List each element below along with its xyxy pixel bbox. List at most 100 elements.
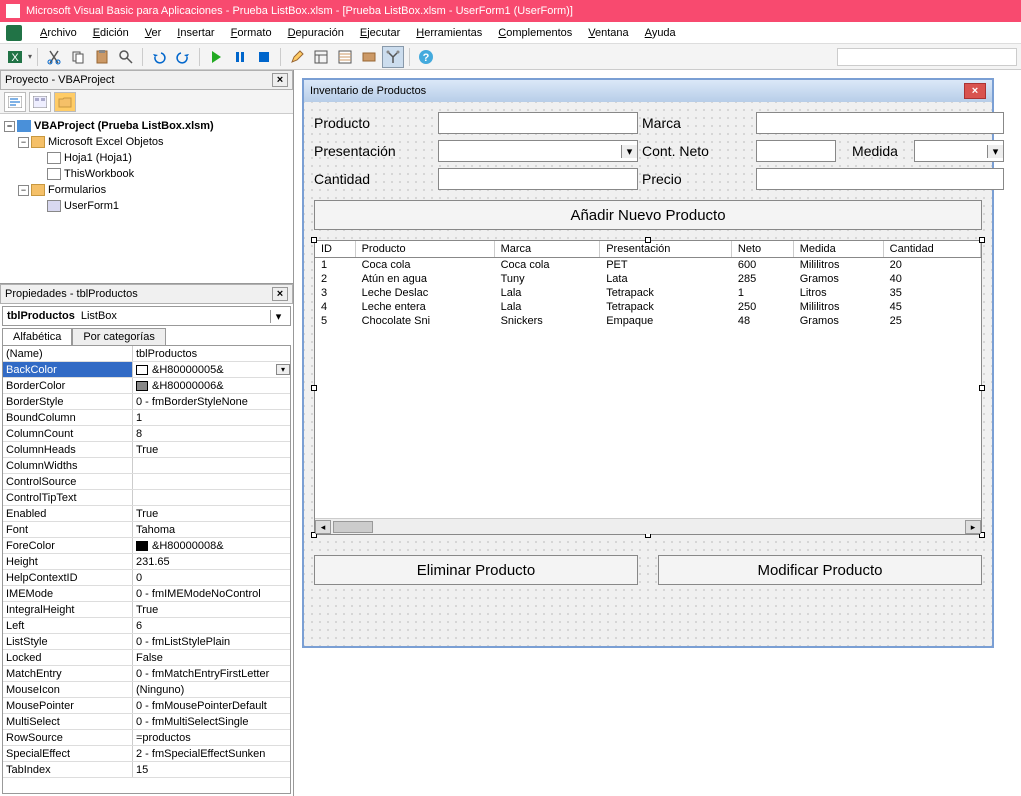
- userform-titlebar[interactable]: Inventario de Productos ×: [304, 80, 992, 102]
- dropdown-icon[interactable]: ▾: [28, 52, 32, 61]
- menu-ver[interactable]: Ver: [137, 25, 170, 41]
- prop-row-columnheads[interactable]: ColumnHeadsTrue: [3, 442, 290, 458]
- menu-formato[interactable]: Formato: [223, 25, 280, 41]
- form-designer[interactable]: Inventario de Productos × Producto Marca…: [294, 70, 1021, 796]
- combo-presentacion[interactable]: ▾: [438, 140, 638, 162]
- modify-product-button[interactable]: Modificar Producto: [658, 555, 982, 585]
- view-excel-button[interactable]: X: [4, 46, 26, 68]
- toggle-folders-button[interactable]: [54, 92, 76, 112]
- prop-row-enabled[interactable]: EnabledTrue: [3, 506, 290, 522]
- prop-row-locked[interactable]: LockedFalse: [3, 650, 290, 666]
- view-object-button[interactable]: [29, 92, 51, 112]
- view-code-button[interactable]: [4, 92, 26, 112]
- prop-row-helpcontextid[interactable]: HelpContextID0: [3, 570, 290, 586]
- menu-complementos[interactable]: Complementos: [490, 25, 580, 41]
- stop-button[interactable]: [253, 46, 275, 68]
- menu-ayuda[interactable]: Ayuda: [637, 25, 684, 41]
- app-icon: [6, 4, 20, 18]
- redo-button[interactable]: [172, 46, 194, 68]
- menu-ejecutar[interactable]: Ejecutar: [352, 25, 408, 41]
- scroll-right-button[interactable]: ▸: [965, 520, 981, 534]
- delete-product-button[interactable]: Eliminar Producto: [314, 555, 638, 585]
- scroll-left-button[interactable]: ◂: [315, 520, 331, 534]
- menu-ventana[interactable]: Ventana: [580, 25, 636, 41]
- prop-row-mousepointer[interactable]: MousePointer0 - fmMousePointerDefault: [3, 698, 290, 714]
- tree-sheet-hoja1[interactable]: Hoja1 (Hoja1): [2, 150, 291, 166]
- prop-row-controltiptext[interactable]: ControlTipText: [3, 490, 290, 506]
- prop-row-multiselect[interactable]: MultiSelect0 - fmMultiSelectSingle: [3, 714, 290, 730]
- menu-herramientas[interactable]: Herramientas: [408, 25, 490, 41]
- prop-row-rowsource[interactable]: RowSource=productos: [3, 730, 290, 746]
- chevron-down-icon[interactable]: ▾: [270, 310, 286, 323]
- combo-medida[interactable]: ▾: [914, 140, 1004, 162]
- prop-row-columncount[interactable]: ColumnCount8: [3, 426, 290, 442]
- menu-archivo[interactable]: Archivo: [32, 25, 85, 41]
- window-titlebar: Microsoft Visual Basic para Aplicaciones…: [0, 0, 1021, 22]
- prop-row-font[interactable]: FontTahoma: [3, 522, 290, 538]
- prop-row-tabindex[interactable]: TabIndex15: [3, 762, 290, 778]
- tree-folder-forms[interactable]: −Formularios: [2, 182, 291, 198]
- prop-row-columnwidths[interactable]: ColumnWidths: [3, 458, 290, 474]
- table-row[interactable]: 5Chocolate SniSnickersEmpaque48Gramos25: [315, 314, 981, 328]
- prop-row-name[interactable]: (Name)tblProductos: [3, 346, 290, 362]
- design-mode-button[interactable]: [286, 46, 308, 68]
- tab-categorized[interactable]: Por categorías: [72, 328, 166, 345]
- close-icon[interactable]: ×: [272, 73, 288, 87]
- menu-insertar[interactable]: Insertar: [169, 25, 222, 41]
- pause-button[interactable]: [229, 46, 251, 68]
- input-cantidad[interactable]: [438, 168, 638, 190]
- menu-depuración[interactable]: Depuración: [280, 25, 352, 41]
- userform[interactable]: Inventario de Productos × Producto Marca…: [302, 78, 994, 648]
- tree-userform1[interactable]: UserForm1: [2, 198, 291, 214]
- table-row[interactable]: 3Leche DeslacLalaTetrapack1Litros35: [315, 286, 981, 300]
- tree-sheet-thisworkbook[interactable]: ThisWorkbook: [2, 166, 291, 182]
- object-browser-button[interactable]: [358, 46, 380, 68]
- prop-row-matchentry[interactable]: MatchEntry0 - fmMatchEntryFirstLetter: [3, 666, 290, 682]
- paste-button[interactable]: [91, 46, 113, 68]
- copy-button[interactable]: [67, 46, 89, 68]
- cut-button[interactable]: [43, 46, 65, 68]
- excel-icon[interactable]: [6, 25, 22, 41]
- prop-row-height[interactable]: Height231.65: [3, 554, 290, 570]
- input-contneto[interactable]: [756, 140, 836, 162]
- project-pane-header: Proyecto - VBAProject ×: [0, 70, 293, 90]
- object-selector[interactable]: tblProductos ListBox ▾: [2, 306, 291, 326]
- menu-edición[interactable]: Edición: [85, 25, 137, 41]
- prop-row-left[interactable]: Left6: [3, 618, 290, 634]
- tree-folder-excel[interactable]: −Microsoft Excel Objetos: [2, 134, 291, 150]
- input-marca[interactable]: [756, 112, 1004, 134]
- prop-row-boundcolumn[interactable]: BoundColumn1: [3, 410, 290, 426]
- input-producto[interactable]: [438, 112, 638, 134]
- horizontal-scrollbar[interactable]: ◂ ▸: [315, 518, 981, 534]
- scroll-thumb[interactable]: [333, 521, 373, 533]
- help-button[interactable]: ?: [415, 46, 437, 68]
- prop-row-borderstyle[interactable]: BorderStyle0 - fmBorderStyleNone: [3, 394, 290, 410]
- add-product-button[interactable]: Añadir Nuevo Producto: [314, 200, 982, 230]
- prop-row-backcolor[interactable]: BackColor&H80000005&▾: [3, 362, 290, 378]
- prop-row-controlsource[interactable]: ControlSource: [3, 474, 290, 490]
- properties-button[interactable]: [334, 46, 356, 68]
- project-tree[interactable]: −VBAProject (Prueba ListBox.xlsm) −Micro…: [0, 114, 293, 284]
- tab-alphabetic[interactable]: Alfabética: [2, 328, 72, 345]
- prop-row-imemode[interactable]: IMEMode0 - fmIMEModeNoControl: [3, 586, 290, 602]
- properties-grid[interactable]: (Name)tblProductosBackColor&H80000005&▾B…: [2, 345, 291, 794]
- table-row[interactable]: 4Leche enteraLalaTetrapack250Mililitros4…: [315, 300, 981, 314]
- tree-project-root[interactable]: −VBAProject (Prueba ListBox.xlsm): [2, 118, 291, 134]
- prop-row-mouseicon[interactable]: MouseIcon(Ninguno): [3, 682, 290, 698]
- table-row[interactable]: 2Atún en aguaTunyLata285Gramos40: [315, 272, 981, 286]
- undo-button[interactable]: [148, 46, 170, 68]
- listbox-tblproductos[interactable]: IDProductoMarcaPresentaciónNetoMedidaCan…: [314, 240, 982, 535]
- run-button[interactable]: [205, 46, 227, 68]
- table-row[interactable]: 1Coca colaCoca colaPET600Mililitros20: [315, 258, 981, 273]
- prop-row-specialeffect[interactable]: SpecialEffect2 - fmSpecialEffectSunken: [3, 746, 290, 762]
- prop-row-liststyle[interactable]: ListStyle0 - fmListStylePlain: [3, 634, 290, 650]
- input-precio[interactable]: [756, 168, 1004, 190]
- close-icon[interactable]: ×: [272, 287, 288, 301]
- find-button[interactable]: [115, 46, 137, 68]
- prop-row-forecolor[interactable]: ForeColor&H80000008&: [3, 538, 290, 554]
- prop-row-integralheight[interactable]: IntegralHeightTrue: [3, 602, 290, 618]
- close-icon[interactable]: ×: [964, 83, 986, 99]
- project-explorer-button[interactable]: [310, 46, 332, 68]
- prop-row-bordercolor[interactable]: BorderColor&H80000006&: [3, 378, 290, 394]
- toolbox-button[interactable]: [382, 46, 404, 68]
